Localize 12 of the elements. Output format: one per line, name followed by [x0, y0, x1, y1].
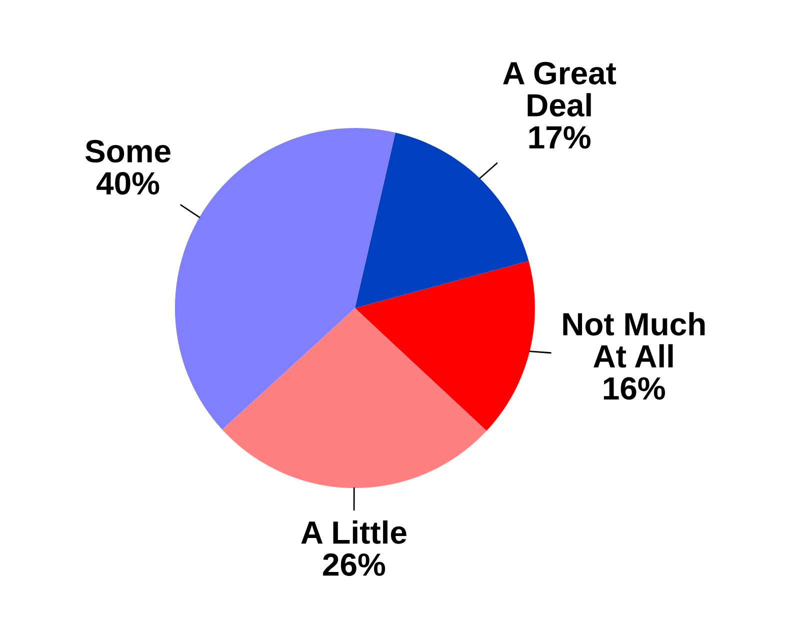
data-label: 17%: [529, 126, 590, 149]
pie-slice: [354, 260, 535, 431]
slice-label: Some: [85, 140, 170, 163]
slice-label: A Great Deal: [503, 62, 616, 117]
data-label: 16%: [604, 377, 665, 400]
data-label: 26%: [323, 553, 386, 576]
slice-label: Not Much At All: [563, 312, 705, 368]
pie-slice: [222, 308, 487, 488]
pie-slice: [174, 128, 396, 430]
pie-slice: [354, 132, 529, 308]
data-label: 40%: [96, 172, 160, 195]
slice-label: A Little: [301, 520, 406, 544]
